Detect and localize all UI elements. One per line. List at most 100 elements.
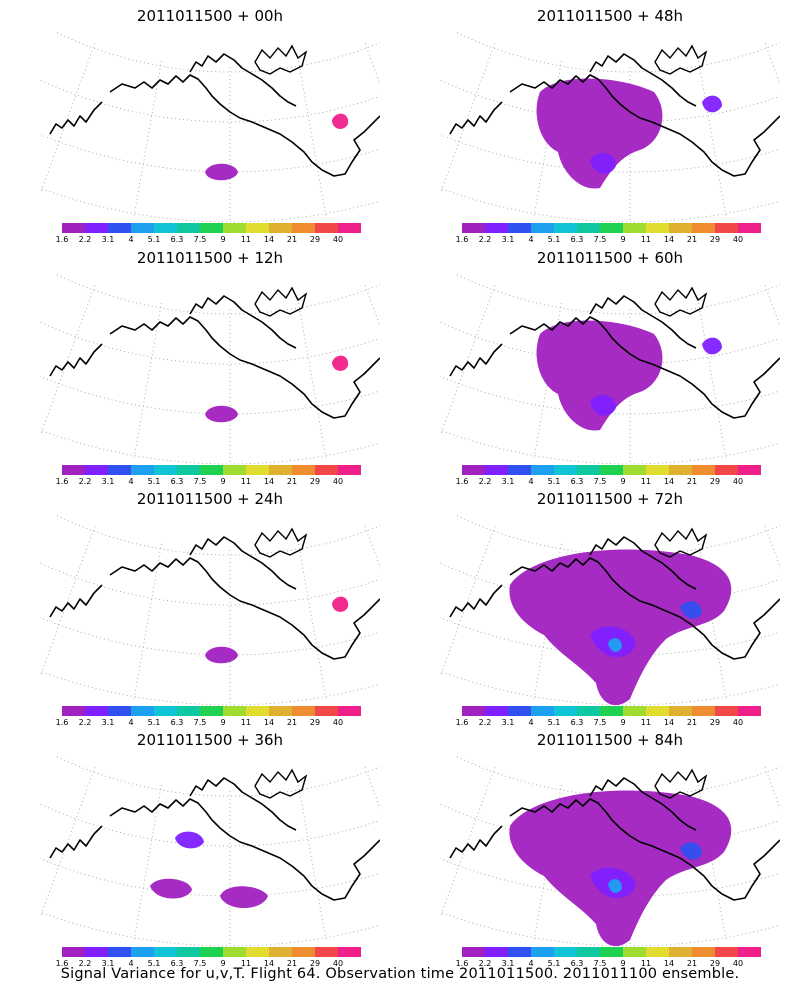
colorbar-tick-label: 29 [309, 477, 321, 486]
latitude-line [454, 32, 780, 73]
colorbar-swatch [646, 947, 669, 957]
colorbar-tick-label: 9 [620, 718, 626, 727]
colorbar-tick-label: 4 [128, 477, 134, 486]
colorbar-tick-label: 4 [128, 718, 134, 727]
colorbar-tick-label: 7.5 [593, 718, 607, 727]
colorbar-tick-label: 14 [263, 718, 275, 727]
colorbar-swatch [485, 223, 508, 233]
colorbar-swatch [554, 706, 577, 716]
coastline [589, 295, 697, 349]
latitude-line [40, 617, 380, 656]
colorbar-swatch [246, 223, 269, 233]
forecast-map [40, 756, 380, 951]
latitude-line [54, 756, 380, 797]
colorbar-swatch [292, 223, 315, 233]
colorbar-tick-label: 4 [528, 235, 534, 244]
colorbar-swatch [154, 947, 177, 957]
variance-region [205, 163, 238, 181]
colorbar-swatch [462, 223, 485, 233]
variance-region [220, 886, 268, 908]
coastline [509, 316, 780, 419]
colorbar-swatch [177, 706, 200, 716]
figure-caption: Signal Variance for u,v,T. Flight 64. Ob… [60, 966, 740, 982]
colorbar-swatch [246, 947, 269, 957]
latitude-line [454, 515, 780, 556]
latitude-line [40, 858, 380, 897]
colorbar-swatch [531, 706, 554, 716]
colorbar-tick-label: 6.3 [570, 718, 584, 727]
panel-title: 2011011500 + 60h [536, 249, 684, 267]
variance-region [205, 646, 238, 664]
coastline [589, 53, 697, 107]
colorbar-tick-label: 11 [640, 718, 652, 727]
colorbar-tick-label: 3.1 [501, 477, 515, 486]
colorbar-swatch [692, 223, 715, 233]
colorbar-swatch [715, 947, 738, 957]
colorbar-tick-label: 5.1 [547, 477, 561, 486]
coastline [109, 316, 380, 419]
colorbar-swatch [646, 223, 669, 233]
colorbar-tick-label: 29 [709, 718, 721, 727]
colorbar-swatch [338, 947, 361, 957]
colorbar-tick-label: 29 [309, 235, 321, 244]
forecast-map [440, 274, 780, 469]
colorbar-swatch [646, 465, 669, 475]
colorbar-swatch [131, 223, 154, 233]
colorbar-swatch [154, 465, 177, 475]
colorbar-swatch [531, 465, 554, 475]
latitude-line [40, 187, 380, 223]
colorbar-tick-label: 21 [286, 235, 298, 244]
colorbar-swatch [85, 465, 108, 475]
colorbar-swatch [554, 223, 577, 233]
variance-region [590, 394, 616, 416]
colorbar-tick-label: 21 [686, 235, 698, 244]
colorbar-tick-label: 21 [286, 477, 298, 486]
colorbar-tick-label: 2.2 [478, 477, 492, 486]
arctic-islands [654, 527, 708, 558]
colorbar-tick-label: 40 [332, 959, 344, 968]
colorbar-tick-label: 40 [732, 959, 744, 968]
variance-region [590, 152, 616, 174]
colorbar-swatch [646, 706, 669, 716]
colorbar-tick-label: 11 [240, 959, 252, 968]
coastline [189, 536, 297, 590]
colorbar-tick-label: 11 [640, 235, 652, 244]
colorbar-tick-label: 3.1 [101, 959, 115, 968]
colorbar-swatch [292, 465, 315, 475]
coastline [449, 101, 503, 135]
colorbar [462, 223, 761, 233]
colorbar-tick-label: 40 [332, 477, 344, 486]
colorbar-swatch [269, 706, 292, 716]
colorbar-tick-label: 14 [663, 235, 675, 244]
panel-title: 2011011500 + 24h [136, 490, 284, 508]
variance-region [536, 78, 663, 189]
colorbar-swatch [692, 465, 715, 475]
coastline [49, 584, 103, 618]
colorbar-tick-label: 9 [220, 959, 226, 968]
longitude-line [698, 60, 727, 219]
longitude-line [133, 543, 162, 702]
arctic-islands [254, 44, 308, 75]
arctic-islands [654, 768, 708, 799]
colorbar-tick-label: 29 [309, 959, 321, 968]
colorbar-tick-label: 7.5 [193, 718, 207, 727]
colorbar-swatch [85, 223, 108, 233]
colorbar-swatch [269, 465, 292, 475]
latitude-line [40, 562, 380, 606]
colorbar-swatch [623, 223, 646, 233]
arctic-islands [254, 286, 308, 317]
latitude-line [40, 670, 380, 706]
colorbar-tick-label: 7.5 [193, 477, 207, 486]
colorbar-swatch [338, 706, 361, 716]
colorbar-tick-label: 29 [709, 235, 721, 244]
colorbar-tick-label: 40 [332, 235, 344, 244]
longitude-line [698, 784, 727, 943]
colorbar-tick-label: 6.3 [170, 477, 184, 486]
colorbar-swatch [131, 706, 154, 716]
colorbar-swatch [223, 706, 246, 716]
colorbar [462, 947, 761, 957]
colorbar-swatch [269, 947, 292, 957]
colorbar-swatch [200, 465, 223, 475]
colorbar-tick-label: 1.6 [55, 235, 69, 244]
colorbar-tick-label: 5.1 [547, 718, 561, 727]
